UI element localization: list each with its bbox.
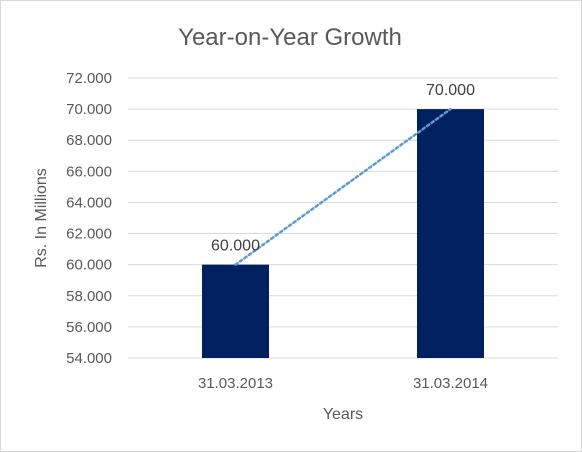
data-label: 70.000	[426, 82, 475, 99]
y-tick-label: 56.000	[66, 319, 112, 336]
y-tick-label: 58.000	[66, 288, 112, 305]
trendline	[234, 107, 452, 266]
y-tick-label: 68.000	[66, 132, 112, 149]
x-tick-label: 31.03.2014	[413, 375, 488, 392]
gridlines	[128, 77, 558, 359]
y-tick-label: 70.000	[66, 101, 112, 118]
chart-title: Year-on-Year Growth	[178, 24, 402, 51]
bar	[202, 264, 269, 358]
bars	[202, 109, 484, 358]
bar	[417, 109, 484, 358]
trendline-group	[234, 107, 452, 266]
data-label: 60.000	[211, 238, 260, 255]
x-axis-ticks: 31.03.2013 31.03.2014	[198, 375, 488, 392]
x-axis-title: Years	[323, 406, 363, 423]
y-tick-label: 64.000	[66, 194, 112, 211]
y-tick-label: 66.000	[66, 163, 112, 180]
data-labels: 60.000 70.000	[211, 82, 475, 255]
y-tick-label: 62.000	[66, 226, 112, 243]
y-tick-label: 72.000	[66, 70, 112, 87]
y-tick-label: 60.000	[66, 257, 112, 274]
x-tick-label: 31.03.2013	[198, 375, 273, 392]
y-tick-label: 54.000	[66, 350, 112, 367]
y-axis-title: Rs. In Millions	[33, 168, 50, 268]
y-axis-ticks: 54.000 56.000 58.000 60.000 62.000 64.000 66.0…	[66, 70, 112, 367]
